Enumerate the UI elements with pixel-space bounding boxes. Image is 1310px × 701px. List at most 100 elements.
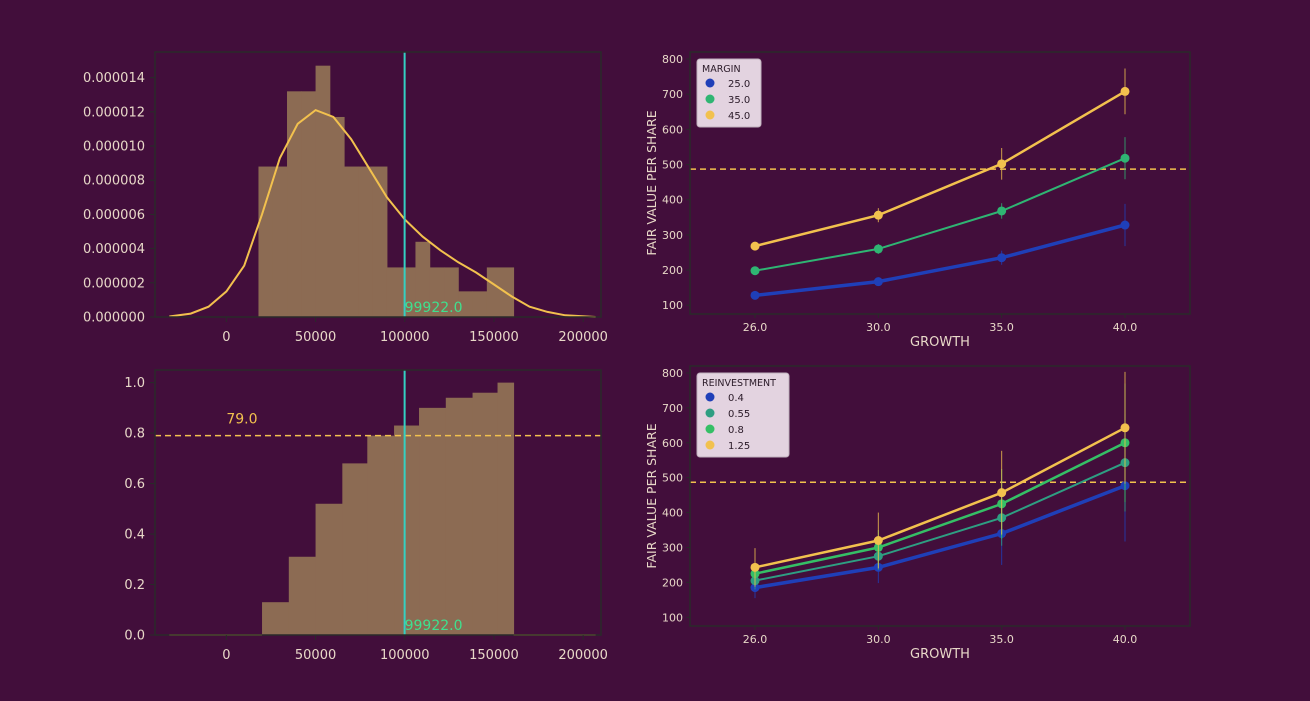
hist-bar-8 bbox=[372, 166, 388, 317]
cdf-bar-2 bbox=[288, 556, 317, 635]
reinvestment-xlabel: GROWTH bbox=[910, 647, 970, 662]
margin-legend-label-1: 35.0 bbox=[728, 95, 750, 106]
margin-xtick-label: 35.0 bbox=[989, 321, 1014, 334]
hist-panel: 99922.0 0 50000 100000 150000 200000 0.000000 0… bbox=[83, 51, 608, 345]
reinvestment-point bbox=[750, 562, 760, 572]
reinvestment-line bbox=[754, 461, 1126, 582]
margin-ytick-label: 200 bbox=[662, 264, 683, 277]
hist-bar-3 bbox=[301, 91, 317, 318]
margin-legend-title: MARGIN bbox=[702, 64, 741, 75]
cdf-panel: 79.0 99922.0 0 50000 100000 150000 200000 0.0 0.… bbox=[124, 369, 608, 663]
hist-ytick-label: 0.000012 bbox=[83, 105, 145, 120]
margin-legend-label-2: 45.0 bbox=[728, 111, 750, 122]
hist-ytick-label: 0.000014 bbox=[83, 71, 145, 86]
hist-ytick-label: 0.000004 bbox=[83, 242, 145, 257]
reinvestment-legend: REINVESTMENT 0.4 0.55 0.8 1.25 bbox=[696, 372, 790, 458]
cdf-xtick-label: 150000 bbox=[469, 648, 519, 663]
margin-point bbox=[1120, 153, 1130, 163]
cdf-xtick-label: 0 bbox=[222, 648, 230, 663]
reinvestment-legend-box bbox=[696, 372, 790, 458]
hist-bar-9 bbox=[386, 267, 402, 317]
reinvestment-panel: 26.0 30.0 35.0 40.0 100 200 300 400 500 600 700 800… bbox=[644, 365, 1191, 662]
margin-point bbox=[1120, 220, 1130, 230]
margin-panel: 26.0 30.0 35.0 40.0 100 200 300 400 500 600 700 800… bbox=[644, 51, 1191, 350]
reinvestment-legend-marker-2 bbox=[705, 424, 715, 434]
reinvestment-legend-label-0: 0.4 bbox=[728, 393, 744, 404]
hist-bar-7 bbox=[358, 166, 374, 317]
hist-xtick-label: 150000 bbox=[469, 330, 519, 345]
margin-ytick-label: 100 bbox=[662, 299, 683, 312]
reinvestment-legend-title: REINVESTMENT bbox=[702, 378, 776, 389]
reinvestment-xtick-label: 30.0 bbox=[866, 633, 891, 646]
cdf-ytick-label: 0.8 bbox=[124, 427, 145, 442]
cdf-bar-8 bbox=[445, 397, 474, 635]
reinvestment-xtick-label: 40.0 bbox=[1113, 633, 1138, 646]
cdf-xtick-label: 200000 bbox=[558, 648, 608, 663]
margin-point bbox=[750, 241, 760, 251]
hist-bar-0 bbox=[258, 166, 274, 317]
hist-bar-2 bbox=[287, 91, 302, 318]
hist-xtick-label: 100000 bbox=[380, 330, 430, 345]
hist-bar-5 bbox=[329, 116, 345, 317]
margin-legend-marker-2 bbox=[705, 110, 715, 120]
reinvestment-ytick-label: 500 bbox=[662, 472, 683, 485]
hist-bar-12 bbox=[429, 267, 445, 317]
reinvestment-legend-label-1: 0.55 bbox=[728, 409, 750, 420]
margin-xlabel: GROWTH bbox=[910, 335, 970, 350]
reinvestment-ytick-label: 300 bbox=[662, 541, 683, 554]
reinvestment-xtick-label: 35.0 bbox=[989, 633, 1014, 646]
reinvestment-line bbox=[754, 484, 1126, 590]
margin-ylabel: FAIR VALUE PER SHARE bbox=[644, 110, 659, 255]
reinvestment-frame bbox=[689, 365, 1191, 627]
cdf-hline-label: 79.0 bbox=[226, 412, 257, 428]
reinvestment-ytick-label: 200 bbox=[662, 576, 683, 589]
cdf-ytick-label: 0.4 bbox=[124, 528, 145, 543]
cdf-ytick-label: 0.6 bbox=[124, 477, 145, 492]
reinvestment-legend-label-2: 0.8 bbox=[728, 425, 744, 436]
reinvestment-ytick-label: 700 bbox=[662, 402, 683, 415]
cdf-ytick-label: 0.2 bbox=[124, 578, 145, 593]
margin-legend-box bbox=[696, 58, 762, 128]
margin-point bbox=[873, 210, 883, 220]
cdf-bar-5 bbox=[367, 435, 395, 635]
hist-bar-16 bbox=[486, 267, 515, 317]
margin-line bbox=[754, 157, 1126, 272]
margin-ytick-label: 600 bbox=[662, 123, 683, 136]
margin-point bbox=[873, 277, 883, 287]
margin-point bbox=[750, 266, 760, 276]
hist-xtick-label: 200000 bbox=[558, 330, 608, 345]
cdf-bar-1 bbox=[262, 602, 290, 635]
hist-bar-1 bbox=[272, 166, 288, 317]
margin-ytick-label: 800 bbox=[662, 53, 683, 66]
cdf-ytick-label: 0.0 bbox=[124, 629, 145, 644]
margin-point bbox=[997, 206, 1007, 216]
margin-series-1 bbox=[750, 137, 1130, 276]
cdf-bar-6 bbox=[394, 425, 420, 635]
margin-line bbox=[754, 223, 1126, 298]
margin-legend-marker-0 bbox=[705, 78, 715, 88]
hist-frame bbox=[154, 51, 602, 318]
margin-point bbox=[1120, 86, 1130, 96]
kde-curve bbox=[169, 108, 596, 318]
reinvestment-point bbox=[1120, 423, 1130, 433]
reinvestment-legend-label-3: 1.25 bbox=[728, 441, 750, 452]
margin-point bbox=[997, 159, 1007, 169]
reinvestment-line bbox=[754, 441, 1126, 575]
reinvestment-point bbox=[873, 535, 883, 545]
cdf-bar-9 bbox=[472, 392, 499, 635]
margin-line bbox=[754, 90, 1126, 248]
hist-bar-14 bbox=[458, 291, 474, 317]
hist-bar-4 bbox=[315, 65, 331, 317]
hist-bar-6 bbox=[344, 166, 359, 317]
reinvestment-line bbox=[754, 426, 1126, 569]
cdf-bar-4 bbox=[342, 463, 368, 635]
reinvestment-ytick-label: 100 bbox=[662, 611, 683, 624]
reinvestment-ytick-label: 400 bbox=[662, 507, 683, 520]
margin-xtick-label: 40.0 bbox=[1113, 321, 1138, 334]
hist-bar-11 bbox=[415, 241, 431, 317]
cdf-xtick-label: 50000 bbox=[295, 648, 336, 663]
hist-xtick-label: 0 bbox=[222, 330, 230, 345]
margin-point bbox=[750, 290, 760, 300]
margin-xtick-label: 30.0 bbox=[866, 321, 891, 334]
